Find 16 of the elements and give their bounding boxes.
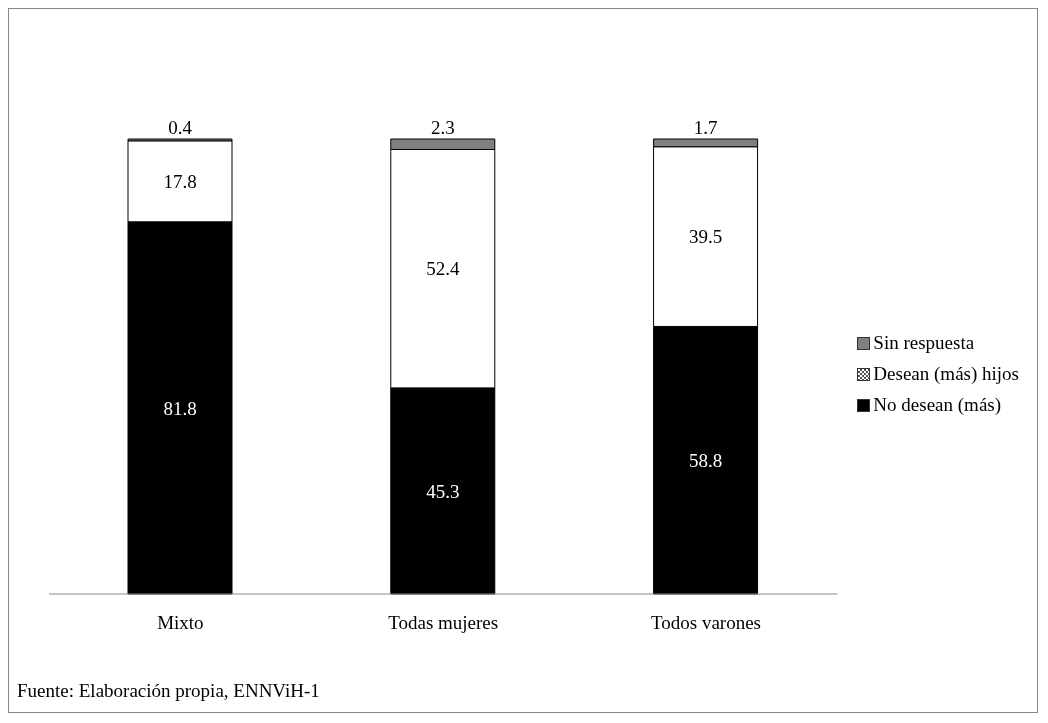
data-label: 58.8 xyxy=(688,449,723,471)
data-label: 45.3 xyxy=(426,480,460,502)
x-tick-label: Todas mujeres xyxy=(388,612,499,634)
data-label: 52.4 xyxy=(426,258,460,280)
data-label: 81.8 xyxy=(163,397,197,419)
data-label: 0.4 xyxy=(168,117,193,138)
legend-label: Sin respuesta xyxy=(873,332,975,354)
data-label: 1.7 xyxy=(693,117,718,138)
x-tick-label: Todos varones xyxy=(650,612,761,634)
source-note: Fuente: Elaboración propia, ENNViH-1 xyxy=(17,680,320,702)
legend-label: No desean (más) xyxy=(873,394,1002,416)
data-label: 39.5 xyxy=(688,226,723,248)
text: Desean (más) hijos xyxy=(873,363,1019,385)
data-label: 2.3 xyxy=(430,117,455,138)
x-tick-label: Mixto xyxy=(157,612,204,634)
data-label: 17.8 xyxy=(163,171,197,193)
